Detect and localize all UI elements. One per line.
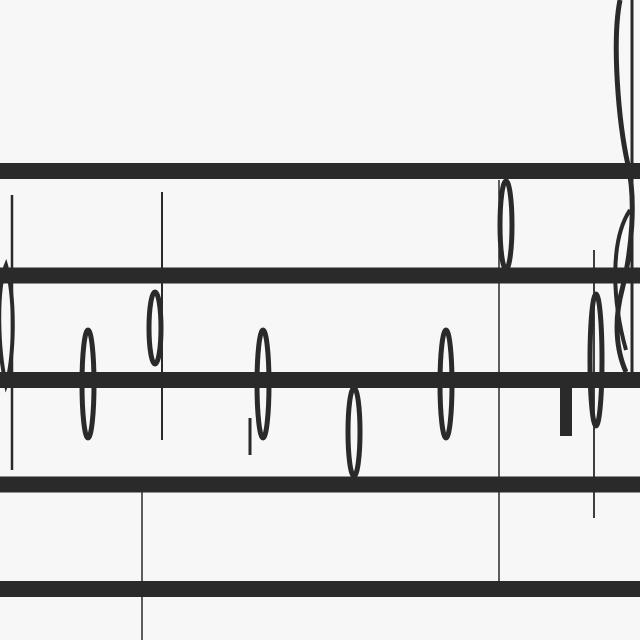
half-rest <box>560 388 572 436</box>
staff <box>0 163 640 597</box>
half-note <box>146 192 164 440</box>
notes <box>79 178 605 518</box>
half-note <box>79 327 97 441</box>
staff-line <box>0 372 640 388</box>
treble-clef-icon <box>613 0 635 374</box>
half-note <box>248 327 272 455</box>
staff-line <box>0 163 640 179</box>
half-note <box>497 178 515 272</box>
half-note <box>587 250 605 518</box>
staff-line <box>0 267 640 284</box>
half-note <box>345 385 363 479</box>
treble-clef-icon <box>0 195 15 470</box>
staff-line <box>0 476 640 493</box>
half-note <box>437 327 455 441</box>
staff-line <box>0 581 640 597</box>
